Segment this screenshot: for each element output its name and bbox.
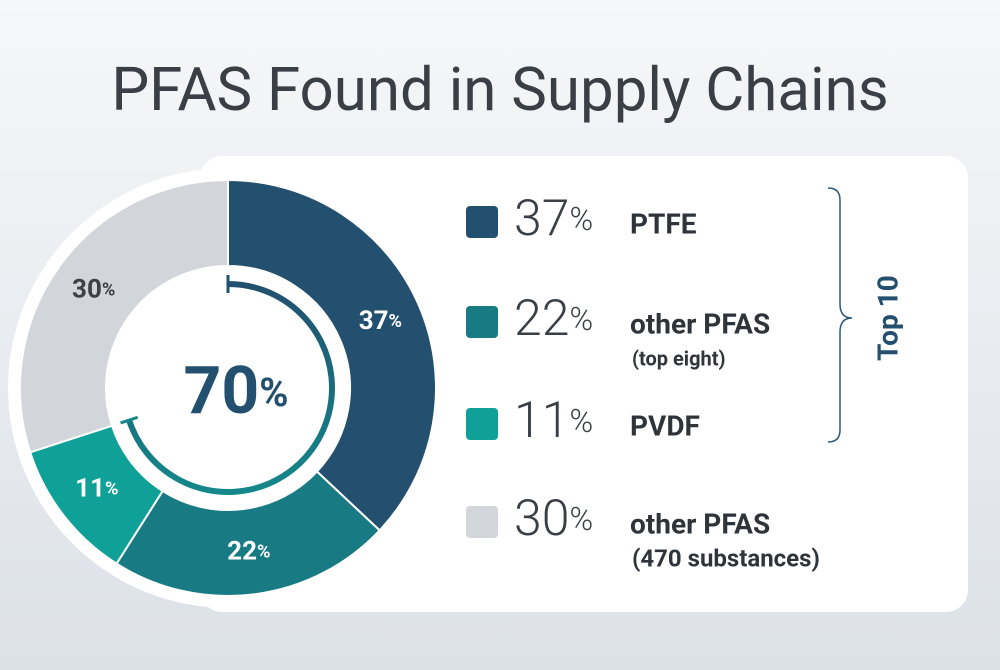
legend-label: other PFAS — [630, 307, 770, 340]
legend-swatch — [466, 206, 498, 238]
legend-value: 30% — [514, 490, 593, 548]
segment-label: 22% — [227, 537, 270, 567]
legend-label: other PFAS — [630, 507, 770, 540]
legend-label: PTFE — [630, 207, 697, 240]
group-label: Top 10 — [871, 275, 904, 361]
donut-segment — [227, 178, 437, 532]
segment-label: 37% — [359, 306, 402, 336]
legend-swatch — [466, 506, 498, 538]
segment-label: 11% — [75, 474, 118, 504]
center-ring — [126, 281, 335, 495]
legend-label: PVDF — [630, 409, 700, 442]
legend-swatch — [466, 306, 498, 338]
center-label: 70% — [184, 353, 289, 430]
legend-value: 37% — [514, 190, 593, 248]
legend-value: 22% — [514, 290, 593, 348]
donut-segment — [115, 470, 382, 597]
chart-title: PFAS Found in Supply Chains — [111, 54, 888, 125]
group-bracket — [827, 187, 853, 443]
donut-segment — [19, 178, 229, 454]
legend-value: 11% — [514, 392, 593, 450]
ring-cap — [120, 415, 139, 425]
legend-swatch — [466, 408, 498, 440]
legend-note: (top eight) — [632, 346, 726, 370]
segment-label: 30% — [72, 274, 115, 304]
legend-note: (470 substances) — [632, 544, 820, 572]
